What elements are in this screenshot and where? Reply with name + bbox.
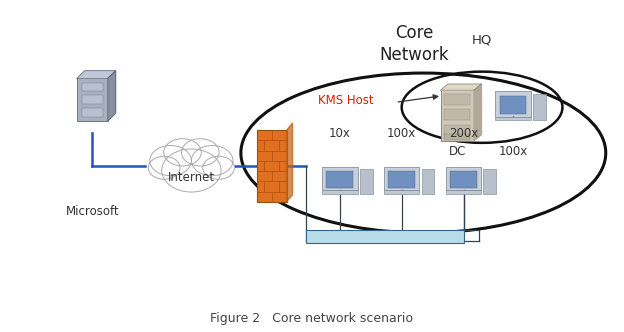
FancyBboxPatch shape xyxy=(322,191,358,194)
FancyBboxPatch shape xyxy=(82,83,104,91)
FancyBboxPatch shape xyxy=(388,171,415,188)
FancyBboxPatch shape xyxy=(77,78,108,121)
FancyBboxPatch shape xyxy=(82,95,104,104)
FancyBboxPatch shape xyxy=(441,90,474,141)
FancyBboxPatch shape xyxy=(484,169,496,194)
Polygon shape xyxy=(77,71,115,78)
Polygon shape xyxy=(474,84,482,141)
FancyBboxPatch shape xyxy=(384,167,419,191)
FancyBboxPatch shape xyxy=(533,94,546,121)
Ellipse shape xyxy=(192,145,233,176)
FancyBboxPatch shape xyxy=(444,94,470,105)
FancyBboxPatch shape xyxy=(495,117,530,121)
Ellipse shape xyxy=(203,156,235,179)
Polygon shape xyxy=(286,123,293,202)
Polygon shape xyxy=(108,71,115,121)
Text: KMS Host: KMS Host xyxy=(318,94,374,107)
Text: Core
Network: Core Network xyxy=(379,24,449,64)
Text: DC: DC xyxy=(449,145,466,158)
FancyBboxPatch shape xyxy=(444,124,470,136)
Text: Internet: Internet xyxy=(168,171,215,184)
Ellipse shape xyxy=(149,156,180,179)
FancyBboxPatch shape xyxy=(326,171,353,188)
Polygon shape xyxy=(441,84,482,90)
Text: 200x: 200x xyxy=(449,127,478,140)
FancyBboxPatch shape xyxy=(495,91,530,117)
Ellipse shape xyxy=(163,139,202,166)
Ellipse shape xyxy=(162,149,221,192)
FancyBboxPatch shape xyxy=(422,169,434,194)
Text: HQ: HQ xyxy=(472,34,492,47)
Ellipse shape xyxy=(182,139,219,166)
FancyBboxPatch shape xyxy=(446,191,481,194)
FancyBboxPatch shape xyxy=(82,108,104,117)
Ellipse shape xyxy=(150,145,192,176)
FancyBboxPatch shape xyxy=(444,109,470,121)
FancyBboxPatch shape xyxy=(444,133,470,140)
Text: Microsoft: Microsoft xyxy=(66,205,119,218)
FancyBboxPatch shape xyxy=(360,169,373,194)
FancyBboxPatch shape xyxy=(306,230,464,243)
Text: 100x: 100x xyxy=(499,145,528,158)
FancyBboxPatch shape xyxy=(500,96,527,114)
FancyBboxPatch shape xyxy=(450,171,477,188)
Text: 100x: 100x xyxy=(387,127,416,140)
Text: Figure 2   Core network scenario: Figure 2 Core network scenario xyxy=(210,312,414,325)
Text: 10x: 10x xyxy=(329,127,351,140)
FancyBboxPatch shape xyxy=(322,167,358,191)
FancyBboxPatch shape xyxy=(446,167,481,191)
FancyBboxPatch shape xyxy=(257,130,286,202)
FancyBboxPatch shape xyxy=(384,191,419,194)
